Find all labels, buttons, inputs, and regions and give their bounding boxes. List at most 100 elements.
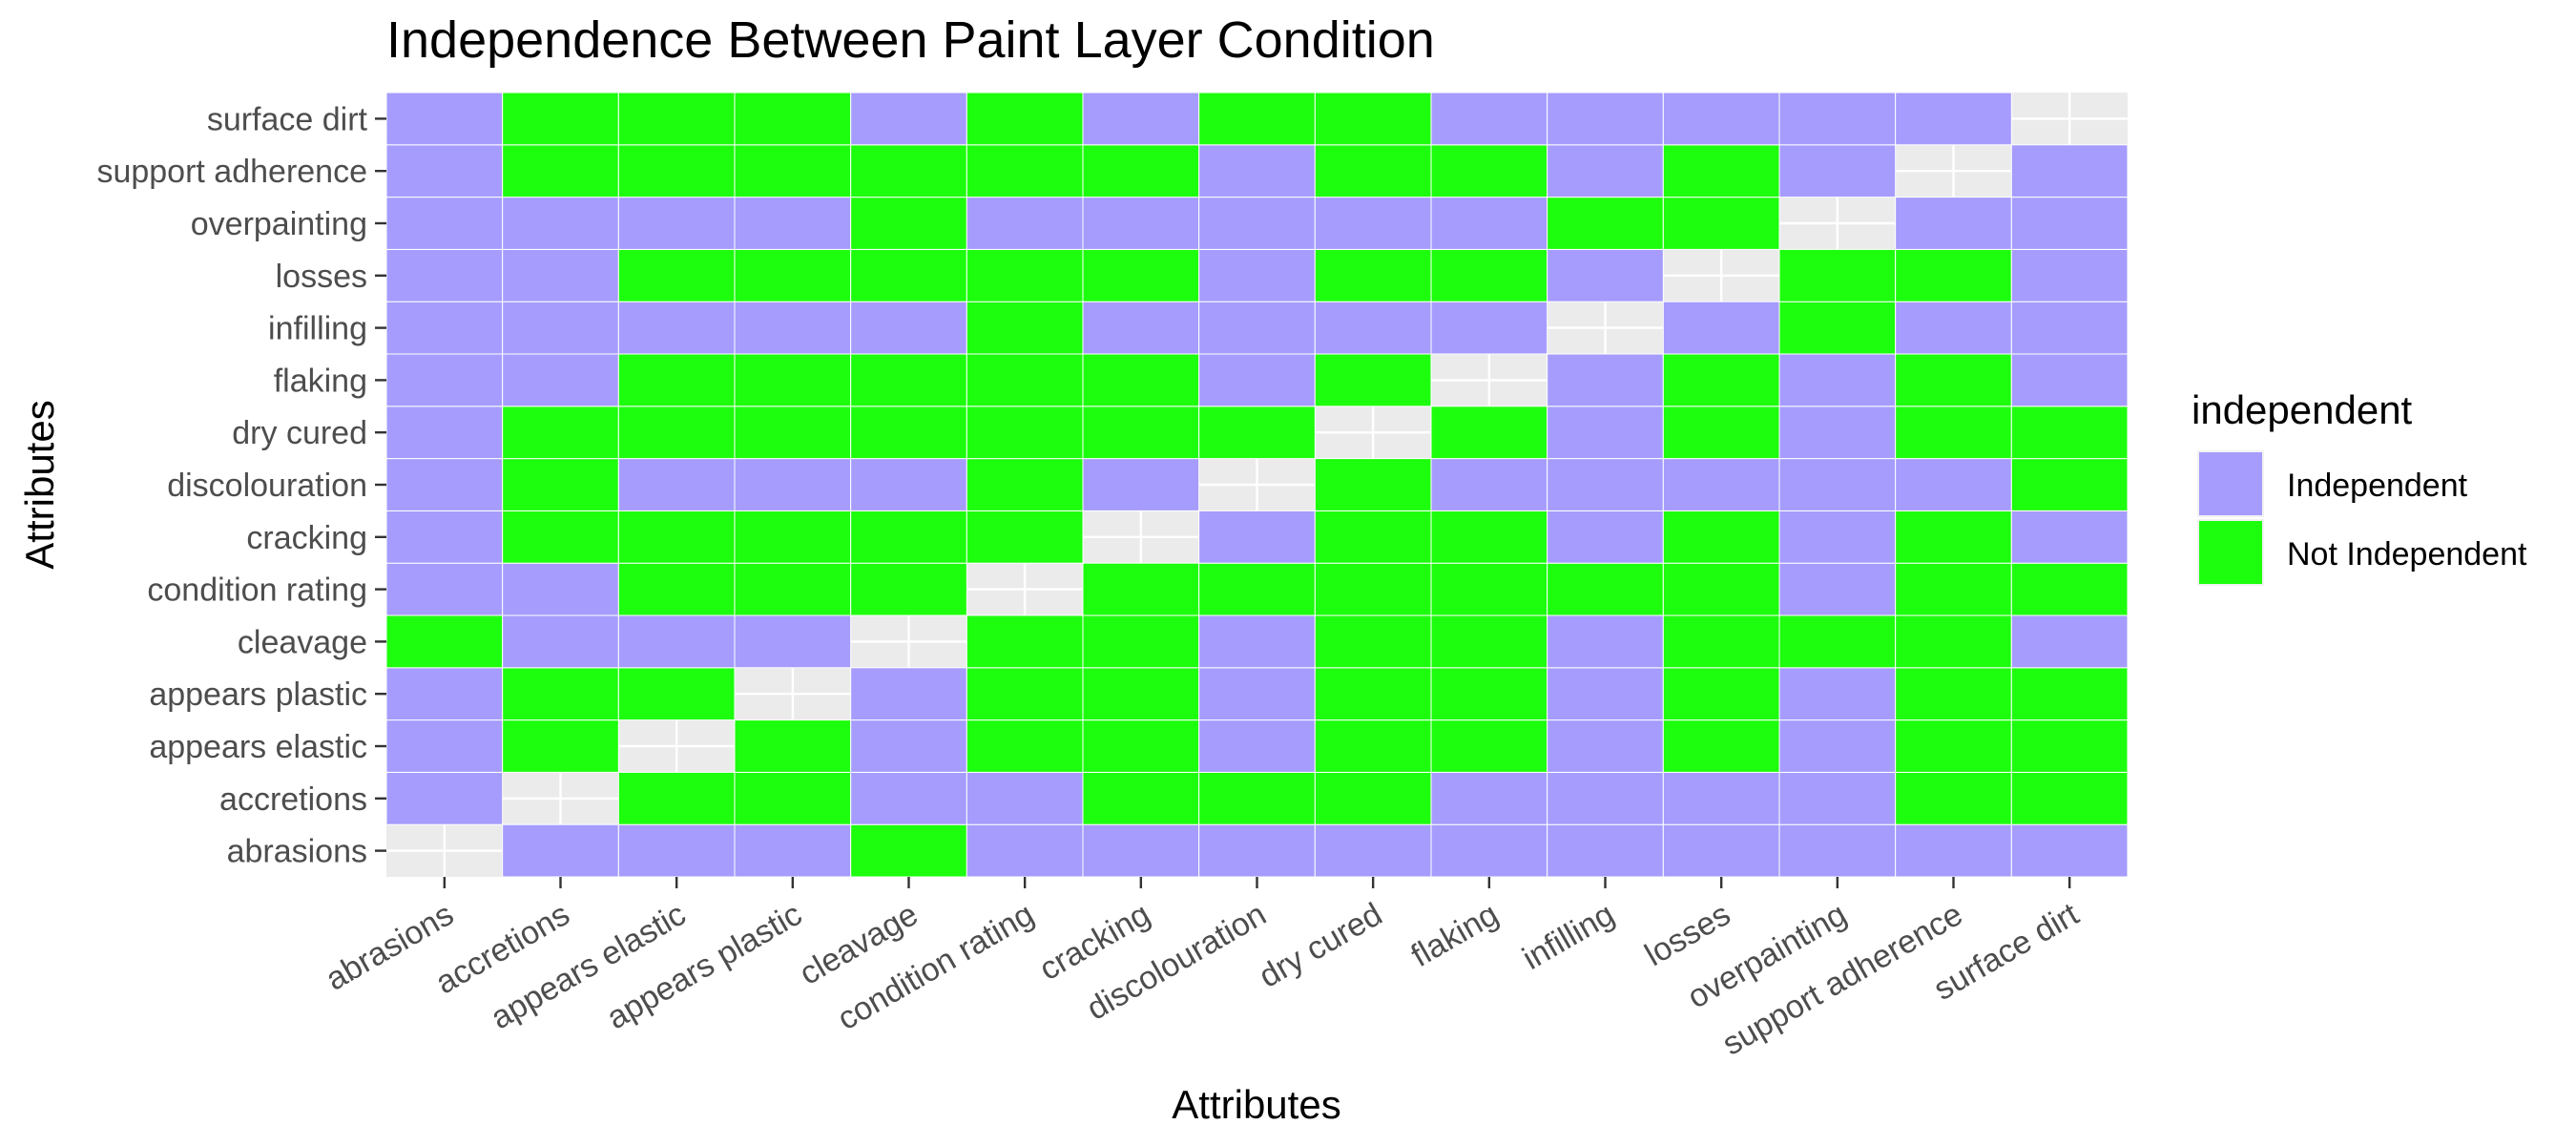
heatmap-cell-losses-vs-support-adherence — [1895, 248, 2012, 302]
heatmap-cell-appears-plastic-vs-appears-elastic — [617, 667, 736, 721]
heatmap-cell-appears-elastic-vs-accretions — [502, 719, 619, 773]
heatmap-cell-accretions-vs-surface-dirt — [2010, 771, 2129, 825]
heatmap-cell-cracking-vs-discolouration — [1198, 510, 1316, 564]
heatmap-cell-flaking-vs-cracking — [1082, 353, 1200, 407]
heatmap-cell-infilling-vs-losses — [1662, 301, 1780, 355]
heatmap-cell-infilling-vs-condition-rating — [966, 301, 1084, 355]
heatmap-cell-infilling-vs-support-adherence — [1895, 301, 2012, 355]
heatmap-cell-flaking-vs-cleavage — [850, 353, 967, 407]
heatmap-cell-accretions-vs-cleavage — [850, 771, 967, 825]
heatmap-cell-discolouration-vs-surface-dirt — [2010, 458, 2129, 511]
heatmap-cell-flaking-vs-abrasions — [385, 353, 504, 407]
heatmap-cell-losses-vs-cleavage — [850, 248, 967, 302]
heatmap-cell-cracking-vs-surface-dirt — [2010, 510, 2129, 564]
heatmap-cell-infilling-vs-cleavage — [850, 301, 967, 355]
heatmap-cell-flaking-vs-overpainting — [1778, 353, 1897, 407]
heatmap-cell-flaking-vs-support-adherence — [1895, 353, 2012, 407]
heatmap-cell-discolouration-vs-flaking — [1430, 458, 1548, 511]
heatmap-cell-condition-rating-vs-losses — [1662, 562, 1780, 616]
heatmap-cell-dry-cured-vs-losses — [1662, 406, 1780, 460]
heatmap-cell-flaking-vs-losses — [1662, 353, 1780, 407]
heatmap-cell-dry-cured-vs-condition-rating — [966, 406, 1084, 460]
heatmap-cell-surface-dirt-vs-flaking — [1430, 92, 1548, 146]
x-axis-title: Attributes — [1172, 1082, 1340, 1127]
heatmap-cell-condition-rating-vs-cracking — [1082, 562, 1200, 616]
heatmap-cell-surface-dirt-vs-condition-rating — [966, 92, 1084, 146]
heatmap-cell-appears-plastic-vs-dry-cured — [1314, 667, 1432, 721]
heatmap-cell-cleavage-vs-appears-plastic — [734, 614, 852, 669]
heatmap-cell-discolouration-vs-appears-plastic — [734, 458, 852, 511]
heatmap-cell-overpainting-vs-surface-dirt — [2010, 197, 2129, 250]
legend-swatch-independent — [2199, 452, 2262, 515]
legend: independent Independent Not Independent — [2192, 387, 2527, 586]
heatmap-cell-flaking-vs-discolouration — [1198, 353, 1316, 407]
heatmap-cell-discolouration-vs-overpainting — [1778, 458, 1897, 511]
heatmap-cell-flaking-vs-appears-plastic — [734, 353, 852, 407]
heatmap-cell-cracking-vs-appears-plastic — [734, 510, 852, 564]
heatmap-cell-support-adherence-vs-flaking — [1430, 144, 1548, 198]
heatmap-cell-abrasions-vs-cracking — [1082, 823, 1200, 878]
heatmap-cell-condition-rating-vs-overpainting — [1778, 562, 1897, 616]
heatmap-cell-appears-elastic-vs-support-adherence — [1895, 719, 2012, 773]
heatmap-cell-appears-elastic-vs-flaking — [1430, 719, 1548, 773]
heatmap-cell-overpainting-vs-condition-rating — [966, 197, 1084, 250]
heatmap-cell-cleavage-vs-surface-dirt — [2010, 614, 2129, 669]
heatmap-cell-overpainting-vs-appears-plastic — [734, 197, 852, 250]
heatmap-cell-condition-rating-vs-appears-plastic — [734, 562, 852, 616]
heatmap-cell-infilling-vs-accretions — [502, 301, 619, 355]
heatmap-cell-infilling-vs-surface-dirt — [2010, 301, 2129, 355]
y-axis-title: Attributes — [17, 400, 62, 569]
heatmap-cell-losses-vs-surface-dirt — [2010, 248, 2129, 302]
heatmap-cell-discolouration-vs-accretions — [502, 458, 619, 511]
heatmap-cell-surface-dirt-vs-losses — [1662, 92, 1780, 146]
heatmap-cell-appears-elastic-vs-condition-rating — [966, 719, 1084, 773]
heatmap-cell-appears-elastic-vs-abrasions — [385, 719, 504, 773]
heatmap-cell-discolouration-vs-dry-cured — [1314, 458, 1432, 511]
heatmap-cell-condition-rating-vs-surface-dirt — [2010, 562, 2129, 616]
heatmap-cell-infilling-vs-discolouration — [1198, 301, 1316, 355]
heatmap-cell-abrasions-vs-infilling — [1547, 823, 1664, 878]
heatmap-cell-accretions-vs-dry-cured — [1314, 771, 1432, 825]
heatmap-cell-support-adherence-vs-abrasions — [385, 144, 504, 198]
heatmap-cell-cracking-vs-losses — [1662, 510, 1780, 564]
heatmap-cell-cracking-vs-abrasions — [385, 510, 504, 564]
heatmap-cell-cracking-vs-accretions — [502, 510, 619, 564]
heatmap-cell-support-adherence-vs-condition-rating — [966, 144, 1084, 198]
y-tick-label-infilling: infilling — [268, 311, 367, 347]
heatmap-cell-cracking-vs-flaking — [1430, 510, 1548, 564]
heatmap-cell-condition-rating-vs-abrasions — [385, 562, 504, 616]
heatmap-cell-overpainting-vs-dry-cured — [1314, 197, 1432, 250]
heatmap-cell-appears-elastic-vs-discolouration — [1198, 719, 1316, 773]
heatmap-cell-abrasions-vs-losses — [1662, 823, 1780, 878]
heatmap-cell-overpainting-vs-flaking — [1430, 197, 1548, 250]
heatmap-cell-appears-elastic-vs-infilling — [1547, 719, 1664, 773]
heatmap-cell-appears-plastic-vs-condition-rating — [966, 667, 1084, 721]
heatmap-cell-losses-vs-discolouration — [1198, 248, 1316, 302]
heatmap-cell-abrasions-vs-overpainting — [1778, 823, 1897, 878]
heatmap-cell-dry-cured-vs-accretions — [502, 406, 619, 460]
heatmap-cell-support-adherence-vs-appears-plastic — [734, 144, 852, 198]
heatmap-cell-appears-elastic-vs-dry-cured — [1314, 719, 1432, 773]
heatmap-cell-dry-cured-vs-infilling — [1547, 406, 1664, 460]
heatmap-cell-cleavage-vs-infilling — [1547, 614, 1664, 669]
heatmap-cell-dry-cured-vs-overpainting — [1778, 406, 1897, 460]
heatmap-cell-cleavage-vs-flaking — [1430, 614, 1548, 669]
heatmap-cell-surface-dirt-vs-cleavage — [850, 92, 967, 146]
heatmap-cell-surface-dirt-vs-support-adherence — [1895, 92, 2012, 146]
heatmap-cell-cleavage-vs-cracking — [1082, 614, 1200, 669]
y-tick-label-support-adherence: support adherence — [96, 154, 367, 190]
heatmap-cell-abrasions-vs-flaking — [1430, 823, 1548, 878]
heatmap-cell-appears-plastic-vs-surface-dirt — [2010, 667, 2129, 721]
y-tick-label-abrasions: abrasions — [227, 834, 367, 870]
heatmap-cell-dry-cured-vs-appears-elastic — [617, 406, 736, 460]
heatmap-cell-appears-elastic-vs-losses — [1662, 719, 1780, 773]
heatmap-cell-discolouration-vs-cleavage — [850, 458, 967, 511]
heatmap-cell-surface-dirt-vs-appears-elastic — [617, 92, 736, 146]
heatmap-cell-appears-plastic-vs-discolouration — [1198, 667, 1316, 721]
heatmap-cell-flaking-vs-surface-dirt — [2010, 353, 2129, 407]
heatmap-cell-accretions-vs-overpainting — [1778, 771, 1897, 825]
heatmap-cell-dry-cured-vs-surface-dirt — [2010, 406, 2129, 460]
heatmap-cell-discolouration-vs-appears-elastic — [617, 458, 736, 511]
heatmap-cell-discolouration-vs-cracking — [1082, 458, 1200, 511]
heatmap-cell-discolouration-vs-support-adherence — [1895, 458, 2012, 511]
